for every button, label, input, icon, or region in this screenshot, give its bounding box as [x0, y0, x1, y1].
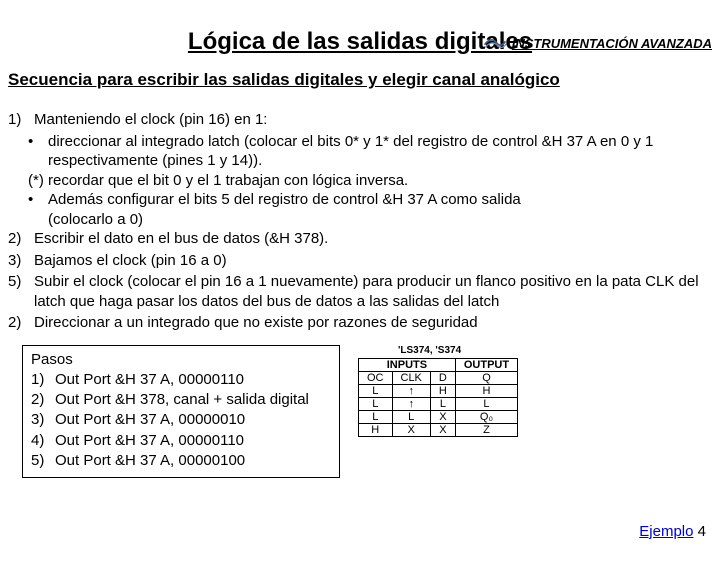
- item-body: Direccionar a un integrado que no existe…: [34, 313, 712, 333]
- item-number: 5): [8, 272, 34, 311]
- pasos-title: Pasos: [31, 350, 331, 370]
- list-item: 3) Bajamos el clock (pin 16 a 0): [8, 251, 712, 271]
- item-number: 3): [8, 251, 34, 271]
- table-row: L L X Q₀: [359, 410, 518, 423]
- sub-bullet: (*) recordar que el bit 0 y el 1 trabaja…: [28, 171, 712, 191]
- pasos-row: 1) Out Port &H 37 A, 00000110: [31, 370, 331, 390]
- truth-caption: 'LS374, 'S374: [398, 345, 518, 356]
- bullet-mark: •: [28, 132, 48, 171]
- bullet-mark: (*): [28, 171, 48, 191]
- bottom-row: Pasos 1) Out Port &H 37 A, 00000110 2) O…: [22, 345, 712, 479]
- truth-table: INPUTS OUTPUT OC CLK D Q L ↑ H H L ↑ L L: [358, 358, 518, 437]
- list-item: 1) Manteniendo el clock (pin 16) en 1:: [8, 110, 712, 130]
- pasos-row: 3) Out Port &H 37 A, 00000010: [31, 410, 331, 430]
- table-row: L ↑ L L: [359, 397, 518, 410]
- item-body: Subir el clock (colocar el pin 16 a 1 nu…: [34, 272, 712, 311]
- sub-bullet: • direccionar al integrado latch (coloca…: [28, 132, 712, 171]
- th-output: OUTPUT: [455, 358, 517, 371]
- header-brand: INSTRUMENTACIÓN AVANZADA: [482, 34, 712, 52]
- pasos-row: 4) Out Port &H 37 A, 00000110: [31, 431, 331, 451]
- table-row: L ↑ H H: [359, 384, 518, 397]
- th-clk: CLK: [392, 371, 430, 384]
- item-body: Manteniendo el clock (pin 16) en 1:: [34, 110, 712, 130]
- table-row: H X X Z: [359, 423, 518, 436]
- pasos-text: Out Port &H 378, canal + salida digital: [55, 390, 309, 410]
- bullet-body: recordar que el bit 0 y el 1 trabajan co…: [48, 171, 712, 191]
- truth-table-wrap: 'LS374, 'S374 INPUTS OUTPUT OC CLK D Q L…: [358, 345, 518, 437]
- pasos-text: Out Port &H 37 A, 00000110: [55, 370, 244, 390]
- subtitle: Secuencia para escribir las salidas digi…: [8, 70, 712, 90]
- th-oc: OC: [359, 371, 393, 384]
- pasos-row: 5) Out Port &H 37 A, 00000100: [31, 451, 331, 471]
- pasos-num: 3): [31, 410, 55, 430]
- ejemplo-num: 4: [693, 523, 706, 540]
- bullet-continuation: (colocarlo a 0): [48, 210, 712, 230]
- main-list: 1) Manteniendo el clock (pin 16) en 1: •…: [8, 110, 712, 333]
- item-body: Bajamos el clock (pin 16 a 0): [34, 251, 712, 271]
- item-number: 2): [8, 229, 34, 249]
- pasos-num: 2): [31, 390, 55, 410]
- pasos-text: Out Port &H 37 A, 00000110: [55, 431, 244, 451]
- list-item: 5) Subir el clock (colocar el pin 16 a 1…: [8, 272, 712, 311]
- sub-bullet: • Además configurar el bits 5 del regist…: [28, 190, 712, 210]
- bullet-body: Además configurar el bits 5 del registro…: [48, 190, 712, 210]
- th-d: D: [430, 371, 455, 384]
- pasos-text: Out Port &H 37 A, 00000100: [55, 451, 245, 471]
- pasos-num: 4): [31, 431, 55, 451]
- item-body: Escribir el dato en el bus de datos (&H …: [34, 229, 712, 249]
- brand-text: INSTRUMENTACIÓN AVANZADA: [512, 36, 712, 51]
- pasos-text: Out Port &H 37 A, 00000010: [55, 410, 245, 430]
- item-number: 2): [8, 313, 34, 333]
- pasos-box: Pasos 1) Out Port &H 37 A, 00000110 2) O…: [22, 345, 340, 479]
- th-q: Q: [455, 371, 517, 384]
- list-item: 2) Direccionar a un integrado que no exi…: [8, 313, 712, 333]
- bullet-body: direccionar al integrado latch (colocar …: [48, 132, 712, 171]
- pasos-num: 5): [31, 451, 55, 471]
- logo-icon: [482, 34, 508, 52]
- th-inputs: INPUTS: [359, 358, 456, 371]
- ejemplo-link[interactable]: Ejemplo: [639, 523, 693, 540]
- pasos-row: 2) Out Port &H 378, canal + salida digit…: [31, 390, 331, 410]
- item-number: 1): [8, 110, 34, 130]
- list-item: 2) Escribir el dato en el bus de datos (…: [8, 229, 712, 249]
- bullet-mark: •: [28, 190, 48, 210]
- pasos-num: 1): [31, 370, 55, 390]
- ejemplo-link-wrap: Ejemplo 4: [639, 523, 706, 540]
